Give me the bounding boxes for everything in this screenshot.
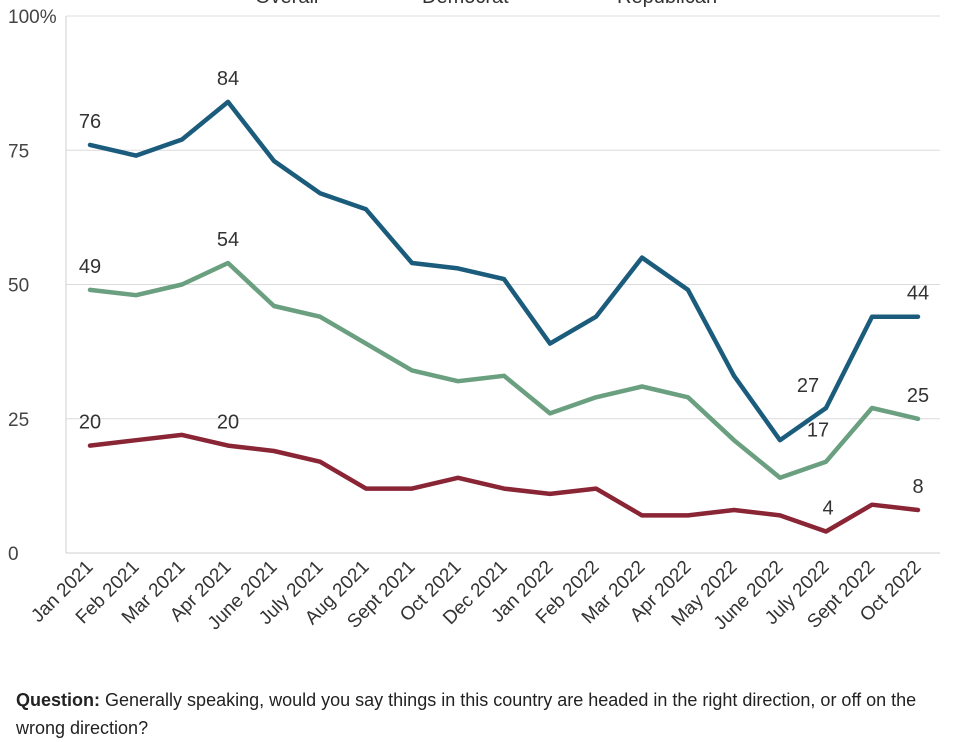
data-label-overall: 17 xyxy=(807,420,829,442)
data-label-democrat: 84 xyxy=(217,68,239,90)
data-label-democrat: 27 xyxy=(797,375,819,397)
data-label-democrat: 44 xyxy=(907,283,929,305)
y-tick-label: 75 xyxy=(8,141,29,162)
series-line-democrat xyxy=(87,99,921,443)
series-line-overall xyxy=(87,260,921,481)
legend-label-overall: Overall xyxy=(255,0,318,9)
series-line-republican xyxy=(87,432,921,534)
question-text: Generally speaking, would you say things… xyxy=(16,690,917,738)
data-label-republican: 4 xyxy=(822,498,833,520)
data-label-democrat: 76 xyxy=(79,111,101,133)
data-label-overall: 49 xyxy=(79,256,101,278)
legend-label-republican: Republican xyxy=(617,0,717,9)
legend-label-democrat: Democrat xyxy=(422,0,509,9)
data-label-overall: 54 xyxy=(217,229,239,251)
data-label-overall: 25 xyxy=(907,385,929,407)
data-label-republican: 20 xyxy=(217,412,239,434)
y-tick-label: 0 xyxy=(8,544,19,565)
y-tick-label: 25 xyxy=(8,410,29,431)
y-tick-label: 100% xyxy=(8,7,57,28)
y-tick-label: 50 xyxy=(8,276,29,297)
question-label: Question: xyxy=(16,690,100,710)
data-label-republican: 8 xyxy=(912,476,923,498)
question-note: Question: Generally speaking, would you … xyxy=(16,686,966,742)
data-label-republican: 20 xyxy=(79,412,101,434)
